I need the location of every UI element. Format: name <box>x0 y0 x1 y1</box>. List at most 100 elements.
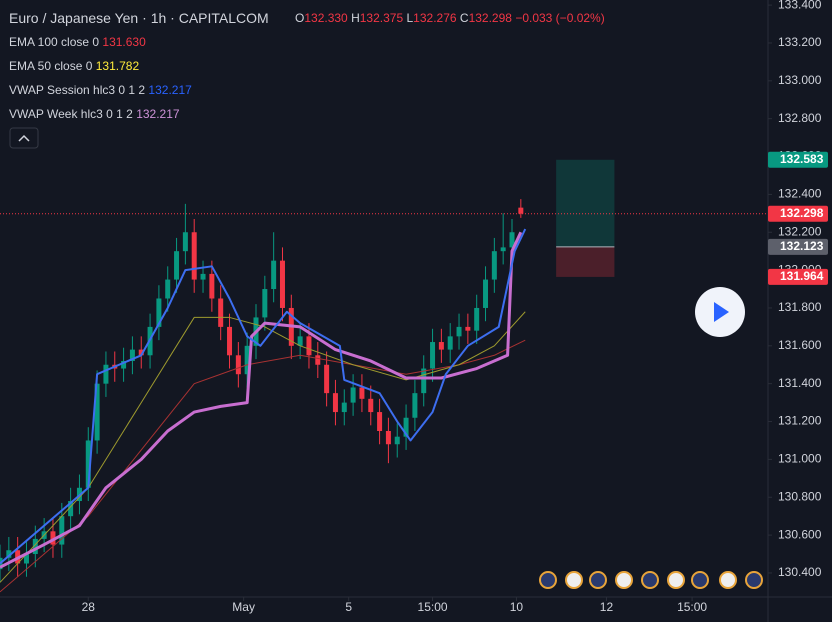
candle-body <box>279 260 285 308</box>
candle-body <box>209 273 215 299</box>
candle-body <box>483 279 489 308</box>
candle-body <box>315 355 321 365</box>
indicator-name: EMA 100 close 0 <box>9 35 99 49</box>
candle-body <box>200 273 206 280</box>
candle-body <box>103 364 109 384</box>
candle-body <box>456 326 462 337</box>
candle-body <box>518 207 524 214</box>
price-marker <box>768 268 828 285</box>
candle-body <box>129 349 135 361</box>
x-tick-label: 28 <box>82 600 96 614</box>
y-tick-label: 131.200 <box>778 414 822 428</box>
label: L <box>406 11 413 25</box>
indicator-value: 132.217 <box>136 107 180 121</box>
candle-body <box>138 349 144 356</box>
candle-body <box>271 260 277 290</box>
y-tick-label: 133.400 <box>778 0 822 11</box>
x-tick-label: 10 <box>510 600 524 614</box>
candle-body <box>68 501 74 517</box>
candle-body <box>227 326 233 356</box>
candle-body <box>50 531 56 545</box>
candle-body <box>85 440 91 488</box>
exchange: CAPITALCOM <box>179 10 269 26</box>
interval: 1h <box>151 10 167 26</box>
price-marker-label: 132.123 <box>780 239 824 253</box>
low: 132.276 <box>413 11 457 25</box>
candle-body <box>23 554 29 564</box>
indicator-line <box>0 231 523 569</box>
symbol-name: Euro / Japanese Yen <box>9 10 138 26</box>
candle-body <box>359 387 365 399</box>
candle-body <box>430 342 436 369</box>
candle-body <box>6 550 12 558</box>
play-button[interactable] <box>695 287 745 337</box>
symbol: Euro / Japanese Yen · 1h · CAPITALCOM <box>9 10 269 26</box>
candle-body <box>474 307 480 331</box>
candle-body <box>447 336 453 350</box>
stop-zone <box>556 246 615 277</box>
y-tick-label: 133.000 <box>778 73 822 87</box>
candle-body <box>174 251 180 280</box>
y-tick-label: 130.400 <box>778 565 822 579</box>
candle-body <box>191 232 197 280</box>
candle-body <box>385 430 391 445</box>
candle-body <box>509 232 515 248</box>
axis: 130.400 130.600 130.800 131.000 131.200 131.4… <box>82 0 828 614</box>
indicators[interactable]: EMA 100 close 0 131.630 EMA 50 close 0 13… <box>9 35 192 121</box>
y-tick-label: 132.800 <box>778 111 822 125</box>
y-tick-label: 132.400 <box>778 187 822 201</box>
indicator-value: 132.217 <box>148 83 192 97</box>
x-tick-label: May <box>232 600 255 614</box>
candle-body <box>324 364 330 394</box>
candle-body <box>350 387 356 403</box>
price-marker <box>768 238 828 255</box>
indicator-value: 131.782 <box>96 59 140 73</box>
price-marker-label: 132.583 <box>780 152 824 166</box>
candle-body <box>59 516 65 545</box>
label: C <box>460 11 469 25</box>
candle-body <box>218 298 224 327</box>
candle-body <box>341 402 347 413</box>
candle-body <box>94 383 100 441</box>
target-zone <box>556 159 615 247</box>
candle-body <box>235 355 241 375</box>
y-tick-label: 131.000 <box>778 452 822 466</box>
x-tick-label: 15:00 <box>418 600 448 614</box>
y-tick-label: 130.600 <box>778 527 822 541</box>
indicator-value: 131.630 <box>102 35 146 49</box>
candle-body <box>491 251 497 280</box>
label: O <box>295 11 304 25</box>
candle-body <box>244 345 250 375</box>
candle-body <box>438 342 444 350</box>
candle-body <box>121 360 127 369</box>
candle-body <box>377 412 383 431</box>
change: −0.033 (−0.02%) <box>515 11 604 25</box>
candle-body <box>262 289 268 318</box>
y-tick-label: 133.200 <box>778 35 822 49</box>
y-tick-label: 130.800 <box>778 489 822 503</box>
label: H <box>351 11 360 25</box>
candle-body <box>465 326 471 331</box>
candle-body <box>403 417 409 437</box>
x-tick-label: 12 <box>600 600 614 614</box>
x-tick-label: 5 <box>345 600 352 614</box>
x-tick-label: 15:00 <box>677 600 707 614</box>
collapse-button[interactable] <box>9 127 39 149</box>
candle-body <box>165 279 171 299</box>
candle-body <box>368 398 374 413</box>
indicator-name: VWAP Session hlc3 0 1 2 <box>9 83 145 97</box>
indicator-name: VWAP Week hlc3 0 1 2 <box>9 107 133 121</box>
candle-body <box>156 298 162 327</box>
price-marker <box>768 205 828 222</box>
plot <box>0 159 768 593</box>
indicator-line <box>0 311 526 583</box>
open: 132.330 <box>304 11 348 25</box>
events <box>539 571 763 589</box>
candle-body <box>32 538 38 555</box>
price-marker <box>768 151 828 168</box>
candle-body <box>297 336 303 346</box>
indicator-legend: EMA 100 close 0 131.630 <box>9 35 146 49</box>
ohlc: O132.330 H132.375 L132.276 C132.298 −0.0… <box>295 11 605 25</box>
